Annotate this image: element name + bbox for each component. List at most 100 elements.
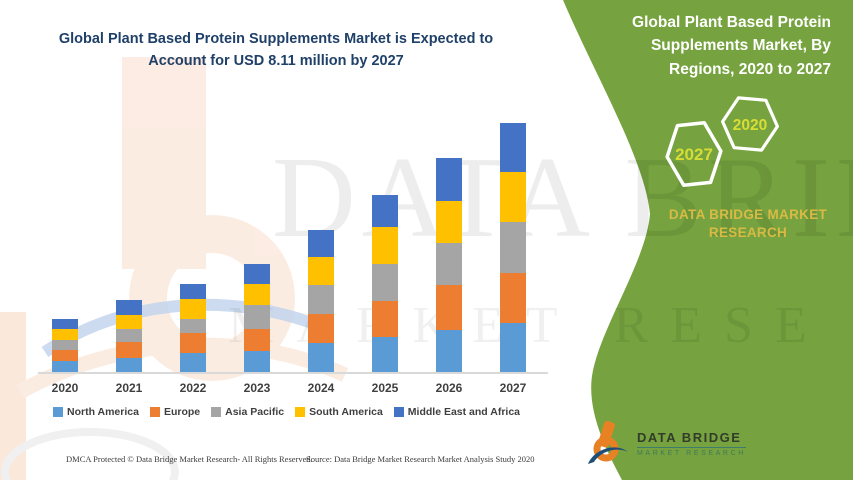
bar-2027 [500, 123, 526, 372]
brand-wordmark: DATA BRIDGE MARKET RESEARCH [660, 206, 836, 242]
peach-b-watermark [0, 57, 349, 480]
bars-row [52, 100, 526, 372]
x-axis-line [38, 372, 548, 374]
bar-segment-2024-europe [308, 313, 334, 343]
bar-segment-2024-asia-pacific [308, 284, 334, 314]
legend-item-asia-pacific: Asia Pacific [211, 406, 284, 418]
bar-segment-2021-north-america [116, 357, 142, 372]
legend-swatch-icon [295, 407, 306, 417]
bar-segment-2026-europe [436, 285, 462, 330]
legend-item-middle-east-and-africa: Middle East and Africa [393, 406, 521, 418]
hexagon-2027 [665, 121, 723, 187]
bar-segment-2026-south-america [436, 200, 462, 244]
bar-segment-2020-south-america [52, 329, 78, 341]
bar-2020 [52, 318, 78, 372]
hexagon-front-year-label: 2027 [675, 145, 713, 164]
hexagon-2020 [721, 96, 779, 152]
bar-segment-2024-north-america [308, 342, 334, 372]
bar-segment-2027-europe [500, 272, 526, 323]
company-logo: DATA BRIDGE MARKET RESEARCH [585, 419, 746, 467]
bar-segment-2024-middle-east-and-africa [308, 229, 334, 258]
bar-segment-2027-asia-pacific [500, 221, 526, 273]
legend-item-south-america: South America [295, 406, 383, 418]
bar-segment-2021-europe [116, 341, 142, 358]
bar-segment-2022-middle-east-and-africa [180, 283, 206, 300]
legend-item-europe: Europe [149, 406, 201, 418]
panel-title: Global Plant Based Protein Supplements M… [579, 11, 831, 81]
footer-source-text: Source: Data Bridge Market Research Mark… [306, 454, 535, 464]
x-axis-label-2023: 2023 [243, 381, 271, 395]
bar-segment-2020-europe [52, 350, 78, 362]
brand-wordmark-line1: DATA BRIDGE MARKET [668, 207, 828, 222]
chart-title: Global Plant Based Protein Supplements M… [42, 28, 510, 73]
legend-label: Middle East and Africa [407, 406, 521, 418]
bar-2025 [372, 194, 398, 372]
bar-segment-2025-europe [372, 300, 398, 338]
logo-name: DATA BRIDGE [637, 430, 746, 448]
ellipse-watermark [1, 428, 179, 480]
bar-segment-2023-north-america [244, 351, 270, 372]
bar-segment-2023-south-america [244, 284, 270, 306]
bar-2021 [116, 299, 142, 372]
bar-segment-2023-asia-pacific [244, 305, 270, 330]
bar-segment-2023-middle-east-and-africa [244, 263, 270, 285]
legend-swatch-icon [393, 407, 404, 417]
bar-segment-2025-middle-east-and-africa [372, 194, 398, 227]
bar-segment-2022-south-america [180, 299, 206, 319]
legend-swatch-icon [149, 407, 160, 417]
bar-segment-2021-middle-east-and-africa [116, 299, 142, 315]
logo-text-block: DATA BRIDGE MARKET RESEARCH [637, 430, 746, 457]
bar-segment-2024-south-america [308, 257, 334, 285]
x-axis-label-2021: 2021 [115, 381, 143, 395]
panel-title-line2: Supplements Market, By [650, 37, 831, 55]
legend-label: Asia Pacific [225, 406, 285, 418]
bar-segment-2026-middle-east-and-africa [436, 157, 462, 201]
x-axis-label-2025: 2025 [371, 381, 399, 395]
footer-dmca-text: DMCA Protected © Data Bridge Market Rese… [66, 454, 313, 464]
legend-swatch-icon [211, 407, 222, 417]
bar-segment-2021-south-america [116, 314, 142, 329]
legend-label: North America [66, 406, 139, 418]
x-axis-label-2020: 2020 [51, 381, 79, 395]
x-axis-label-2022: 2022 [179, 381, 207, 395]
bar-segment-2025-asia-pacific [372, 264, 398, 301]
bar-segment-2025-north-america [372, 337, 398, 372]
bar-segment-2022-asia-pacific [180, 318, 206, 334]
legend-swatch-icon [52, 407, 63, 417]
bar-segment-2022-north-america [180, 352, 206, 372]
bar-segment-2021-asia-pacific [116, 328, 142, 342]
x-axis-label-2027: 2027 [499, 381, 527, 395]
bar-segment-2026-north-america [436, 329, 462, 372]
hexagon-year-badges: 2027 2020 [665, 96, 779, 187]
bar-segment-2026-asia-pacific [436, 243, 462, 286]
bar-2024 [308, 229, 334, 372]
x-axis-label-2024: 2024 [307, 381, 335, 395]
green-panel [563, 0, 853, 480]
bar-2022 [180, 283, 206, 372]
bar-segment-2020-asia-pacific [52, 340, 78, 351]
bar-segment-2027-north-america [500, 322, 526, 372]
legend-label: South America [309, 406, 383, 418]
bar-segment-2025-south-america [372, 226, 398, 265]
bar-segment-2027-south-america [500, 171, 526, 222]
x-axis-label-2026: 2026 [435, 381, 463, 395]
chart-title-line1: Global Plant Based Protein Supplements M… [58, 31, 494, 47]
bar-segment-2020-north-america [52, 361, 78, 372]
bar-segment-2027-middle-east-and-africa [500, 123, 526, 172]
bar-segment-2022-europe [180, 333, 206, 353]
panel-title-line1: Global Plant Based Protein [632, 14, 831, 31]
panel-title-line3: Regions, 2020 to 2027 [669, 60, 831, 78]
bar-segment-2020-middle-east-and-africa [52, 318, 78, 330]
chart-title-line2: Account for USD 8.11 million by 2027 [148, 53, 404, 70]
logo-subtitle: MARKET RESEARCH [637, 449, 746, 457]
chart-legend: North America Europe Asia Pacific South Ame… [14, 406, 559, 418]
bar-segment-2023-europe [244, 329, 270, 352]
brand-wordmark-line2: RESEARCH [708, 225, 788, 241]
bar-2023 [244, 263, 270, 372]
hexagon-back-year-label: 2020 [733, 117, 767, 134]
bar-2026 [436, 157, 462, 372]
legend-label: Europe [163, 406, 201, 418]
logo-b-icon [588, 420, 628, 464]
legend-item-north-america: North America [52, 406, 139, 418]
